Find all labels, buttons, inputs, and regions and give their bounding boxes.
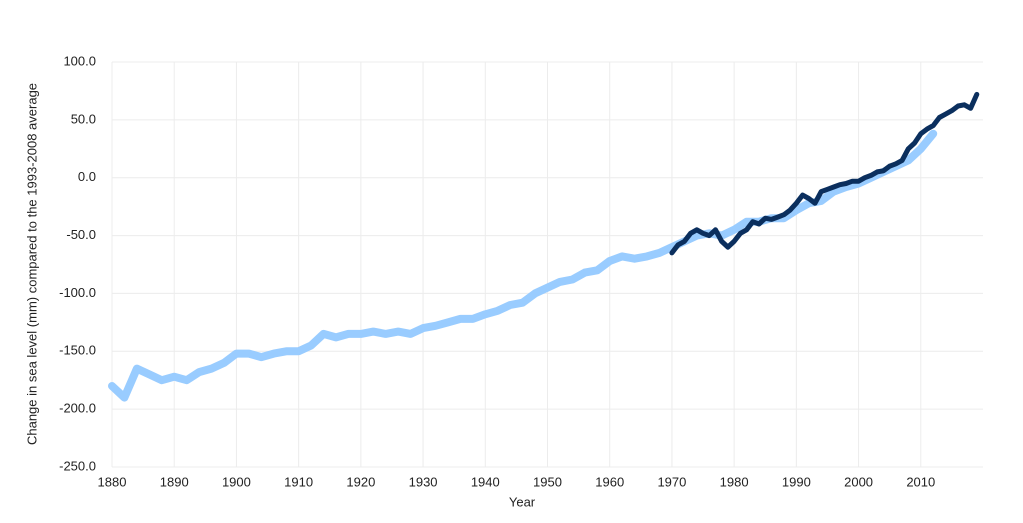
x-tick-label: 1950 bbox=[533, 474, 562, 489]
x-tick-label: 1930 bbox=[409, 474, 438, 489]
x-tick-label: 1920 bbox=[346, 474, 375, 489]
x-tick-label: 1940 bbox=[471, 474, 500, 489]
x-tick-label: 1960 bbox=[595, 474, 624, 489]
y-tick-label: 0.0 bbox=[78, 169, 96, 184]
y-tick-label: -50.0 bbox=[66, 227, 96, 242]
series-line bbox=[108, 129, 938, 402]
x-tick-label: 1880 bbox=[98, 474, 127, 489]
y-tick-label: -150.0 bbox=[59, 343, 96, 358]
x-tick-label: 1890 bbox=[160, 474, 189, 489]
x-tick-label: 1900 bbox=[222, 474, 251, 489]
y-tick-label: 50.0 bbox=[71, 111, 96, 126]
x-tick-label: 2000 bbox=[844, 474, 873, 489]
x-tick-label: 2010 bbox=[906, 474, 935, 489]
y-tick-label: 100.0 bbox=[63, 53, 96, 68]
x-tick-label: 1910 bbox=[284, 474, 313, 489]
y-tick-label: -250.0 bbox=[59, 458, 96, 473]
x-tick-label: 1970 bbox=[657, 474, 686, 489]
x-axis-label: Year bbox=[509, 494, 536, 509]
x-tick-label: 1980 bbox=[720, 474, 749, 489]
series-line bbox=[669, 91, 980, 256]
x-tick-label: 1990 bbox=[782, 474, 811, 489]
y-axis-label: Change in sea level (mm) compared to the… bbox=[24, 83, 39, 445]
y-tick-label: -200.0 bbox=[59, 401, 96, 416]
y-tick-label: -100.0 bbox=[59, 285, 96, 300]
